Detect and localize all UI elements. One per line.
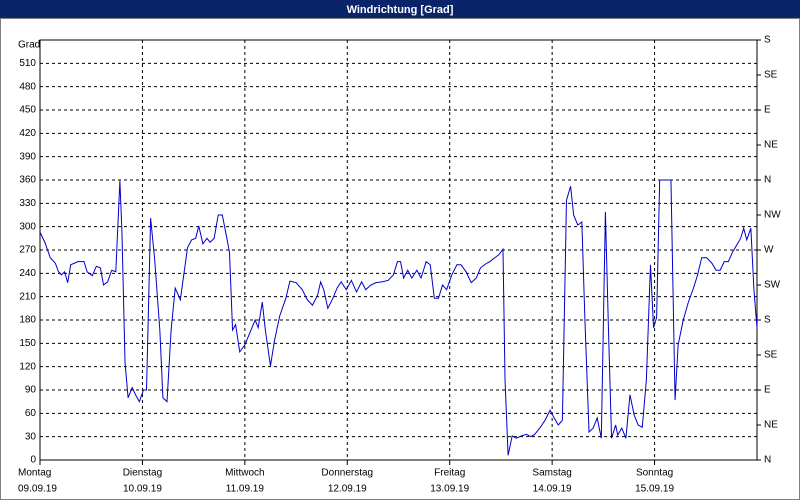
y-tick-label: 210 <box>19 291 36 302</box>
y-tick-label: 150 <box>19 338 36 349</box>
y2-tick-label: SE <box>764 350 778 361</box>
y2-tick-label: NW <box>764 210 781 221</box>
y-tick-label: 450 <box>19 105 36 116</box>
title-bar <box>0 0 800 18</box>
chart-title: Windrichtung [Grad] <box>347 4 454 16</box>
y-tick-label: 270 <box>19 245 36 256</box>
x-tick-date: 14.09.19 <box>533 484 572 495</box>
y-tick-label: 30 <box>25 431 37 442</box>
x-tick-label: Dienstag <box>123 468 162 479</box>
y2-tick-label: N <box>764 455 771 466</box>
x-tick-date: 10.09.19 <box>123 484 162 495</box>
y-tick-label: 420 <box>19 128 36 139</box>
y-tick-label: 330 <box>19 198 36 209</box>
x-tick-label: Samstag <box>532 468 571 479</box>
y2-tick-label: NE <box>764 140 778 151</box>
y-tick-label: 360 <box>19 175 36 186</box>
x-tick-label: Sonntag <box>636 468 673 479</box>
x-tick-date: 15.09.19 <box>635 484 674 495</box>
y-tick-label: 300 <box>19 221 36 232</box>
y2-tick-label: NE <box>764 420 778 431</box>
y2-tick-label: SE <box>764 70 778 81</box>
x-tick-label: Donnerstag <box>321 468 373 479</box>
y-tick-label: 0 <box>30 455 36 466</box>
x-tick-date: 13.09.19 <box>430 484 469 495</box>
y-tick-label: 390 <box>19 151 36 162</box>
x-tick-date: 12.09.19 <box>328 484 367 495</box>
x-tick-label: Mittwoch <box>225 468 264 479</box>
x-tick-label: Montag <box>18 468 51 479</box>
y-tick-label: 90 <box>25 385 37 396</box>
y2-tick-label: S <box>764 315 771 326</box>
y2-tick-label: W <box>764 245 774 256</box>
y2-tick-label: E <box>764 105 771 116</box>
x-tick-label: Freitag <box>434 468 465 479</box>
y-tick-label: 510 <box>19 58 36 69</box>
y2-tick-label: SW <box>764 280 781 291</box>
y2-tick-label: N <box>764 175 771 186</box>
y-tick-label: 240 <box>19 268 36 279</box>
y2-tick-label: S <box>764 35 771 46</box>
x-tick-date: 11.09.19 <box>226 484 265 495</box>
x-tick-date: 09.09.19 <box>18 484 57 495</box>
y-axis-title: Grad <box>18 40 40 51</box>
data-line <box>39 179 758 456</box>
y-tick-label: 180 <box>19 315 36 326</box>
plot-border <box>39 39 758 461</box>
y-tick-label: 120 <box>19 361 36 372</box>
y-tick-label: 480 <box>19 81 36 92</box>
y-tick-label: 60 <box>25 408 37 419</box>
y2-tick-label: E <box>764 385 771 396</box>
